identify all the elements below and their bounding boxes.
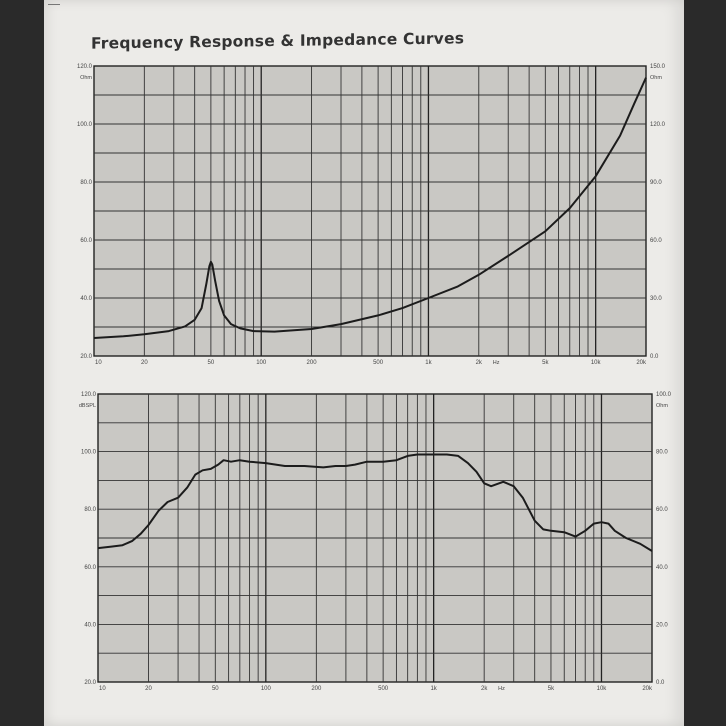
x-unit-label: Hz xyxy=(493,360,500,366)
y-right-tick-label: 120.0 xyxy=(650,122,666,128)
x-tick-label: 200 xyxy=(311,686,322,692)
y-tick-label: 100.0 xyxy=(77,122,93,128)
y-right-tick-label: 0.0 xyxy=(656,680,665,686)
x-tick-label: 100 xyxy=(261,686,272,692)
y-tick-label: 40.0 xyxy=(84,622,96,628)
x-tick-label: 1k xyxy=(425,360,432,366)
y-right-tick-label: 80.0 xyxy=(656,450,668,456)
x-tick-label: 20k xyxy=(642,686,653,692)
y-tick-label: 100.0 xyxy=(81,450,97,456)
x-tick-label: 10k xyxy=(597,686,608,692)
y-tick-label: 60.0 xyxy=(84,565,96,571)
y-right-tick-label: 100.0 xyxy=(656,392,672,398)
x-tick-label: 20 xyxy=(141,360,148,366)
series-line-0 xyxy=(93,77,647,339)
x-tick-label: 20 xyxy=(145,686,152,692)
y-right-tick-label: 90.0 xyxy=(650,180,662,186)
y-right-tick-label: 60.0 xyxy=(656,507,668,513)
x-tick-label: 20k xyxy=(636,360,647,366)
x-tick-label: 5k xyxy=(542,360,549,366)
x-tick-label: 10 xyxy=(99,686,106,692)
x-tick-label: 1k xyxy=(430,686,437,692)
y-right-tick-label: 40.0 xyxy=(656,565,668,571)
y-right-tick-label: 30.0 xyxy=(650,296,662,302)
x-tick-label: 100 xyxy=(256,360,267,366)
page-corner-mark xyxy=(48,0,60,5)
x-tick-label: 50 xyxy=(208,360,215,366)
y-tick-label: 80.0 xyxy=(80,180,92,186)
y-right-tick-label: 20.0 xyxy=(656,622,668,628)
x-tick-label: 2k xyxy=(481,686,488,692)
x-tick-label: 500 xyxy=(378,686,389,692)
y-unit-label: dBSPL xyxy=(79,403,96,409)
y-tick-label: 20.0 xyxy=(84,680,96,686)
x-tick-label: 10k xyxy=(591,360,602,366)
y-right-tick-label: 150.0 xyxy=(650,64,666,70)
y-right-tick-label: 0.0 xyxy=(650,354,659,360)
y-tick-label: 40.0 xyxy=(80,296,92,302)
y-tick-label: 120.0 xyxy=(77,64,93,70)
y-right-tick-label: 60.0 xyxy=(650,238,662,244)
x-unit-label: Hz xyxy=(498,686,505,692)
y-right-unit-label: Ohm xyxy=(656,403,668,409)
y-tick-label: 120.0 xyxy=(81,392,97,398)
x-tick-label: 5k xyxy=(548,686,555,692)
y-tick-label: 60.0 xyxy=(80,238,92,244)
x-tick-label: 500 xyxy=(373,360,384,366)
x-tick-label: 50 xyxy=(212,686,219,692)
y-unit-label: Ohm xyxy=(80,75,92,81)
y-tick-label: 20.0 xyxy=(80,354,92,360)
x-tick-label: 200 xyxy=(307,360,318,366)
x-tick-label: 10 xyxy=(95,360,102,366)
y-right-unit-label: Ohm xyxy=(650,75,662,81)
y-tick-label: 80.0 xyxy=(84,507,96,513)
x-tick-label: 2k xyxy=(476,360,483,366)
series-line-1 xyxy=(97,453,653,552)
